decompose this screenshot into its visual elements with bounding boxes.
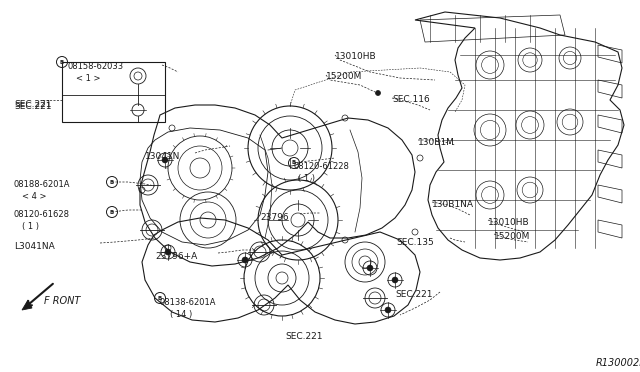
- Text: B: B: [110, 209, 114, 215]
- Text: < 4 >: < 4 >: [22, 192, 47, 201]
- Polygon shape: [22, 300, 32, 310]
- Text: F RONT: F RONT: [44, 296, 81, 306]
- Circle shape: [162, 157, 168, 163]
- Text: B: B: [60, 60, 64, 64]
- Circle shape: [376, 90, 381, 96]
- Text: SEC.135: SEC.135: [396, 238, 434, 247]
- Circle shape: [385, 307, 391, 313]
- Circle shape: [242, 257, 248, 263]
- Circle shape: [367, 265, 373, 271]
- Text: 130B1NA: 130B1NA: [432, 200, 474, 209]
- Text: 23796+A: 23796+A: [155, 252, 197, 261]
- Text: 130B1M: 130B1M: [418, 138, 455, 147]
- Text: 15200M: 15200M: [494, 232, 531, 241]
- Text: < 1 >: < 1 >: [76, 74, 100, 83]
- Text: 08120-61628: 08120-61628: [14, 210, 70, 219]
- Circle shape: [165, 249, 171, 255]
- Text: 08188-6201A: 08188-6201A: [14, 180, 70, 189]
- Text: SEC.221: SEC.221: [395, 290, 433, 299]
- Circle shape: [392, 277, 398, 283]
- Text: SEC.221: SEC.221: [14, 102, 51, 111]
- Text: B: B: [110, 180, 114, 185]
- Text: R130002H: R130002H: [596, 358, 640, 368]
- Text: B: B: [292, 160, 296, 166]
- Text: B: B: [158, 295, 162, 301]
- Text: 13010HB: 13010HB: [488, 218, 530, 227]
- Text: 13010HB: 13010HB: [335, 52, 376, 61]
- Text: SEC.221: SEC.221: [14, 100, 51, 109]
- Text: ( 14 ): ( 14 ): [170, 310, 192, 319]
- Text: 15200M: 15200M: [326, 72, 362, 81]
- Text: 08120-61228: 08120-61228: [294, 162, 350, 171]
- Text: 08138-6201A: 08138-6201A: [160, 298, 216, 307]
- Text: L3041NA: L3041NA: [14, 242, 55, 251]
- Text: SEC.116: SEC.116: [392, 95, 429, 104]
- Text: SEC.221: SEC.221: [285, 332, 323, 341]
- Text: 13041N: 13041N: [145, 152, 180, 161]
- Text: 23796: 23796: [260, 213, 289, 222]
- Text: ( 1 ): ( 1 ): [298, 174, 315, 183]
- Text: 08158-62033: 08158-62033: [68, 62, 124, 71]
- Text: ( 1 ): ( 1 ): [22, 222, 39, 231]
